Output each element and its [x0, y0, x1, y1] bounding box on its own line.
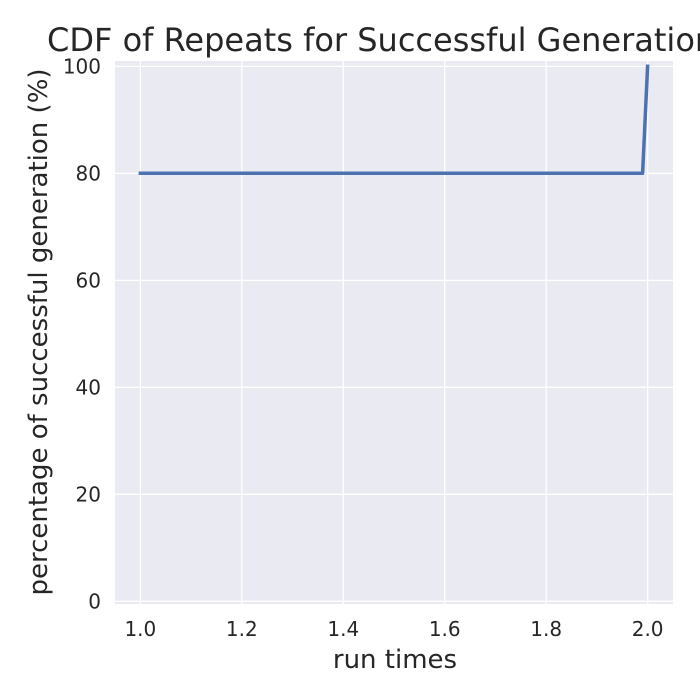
x-tick-label: 1.6: [429, 617, 461, 641]
y-tick-label: 80: [76, 161, 101, 185]
x-tick-label: 1.8: [530, 617, 562, 641]
series-layer: [138, 64, 650, 176]
plot-area: [115, 61, 673, 604]
x-tick-label: 2.0: [632, 617, 664, 641]
tick-labels: 1.0 1.2 1.4 1.6 1.8 2.0 0 20 40 60 80 100: [63, 54, 664, 641]
y-tick-label: 20: [76, 482, 101, 506]
cdf-line: [138, 64, 650, 176]
y-tick-label: 100: [63, 54, 101, 78]
y-axis-label: percentage of successful generation (%): [24, 68, 54, 595]
chart-title: CDF of Repeats for Successful Generation…: [47, 21, 700, 59]
y-tick-label: 0: [88, 589, 101, 613]
y-tick-label: 60: [76, 268, 101, 292]
x-tick-label: 1.2: [226, 617, 258, 641]
x-axis-label: run times: [333, 645, 457, 675]
y-tick-label: 40: [76, 375, 101, 399]
x-tick-label: 1.4: [327, 617, 359, 641]
x-tick-label: 1.0: [124, 617, 156, 641]
